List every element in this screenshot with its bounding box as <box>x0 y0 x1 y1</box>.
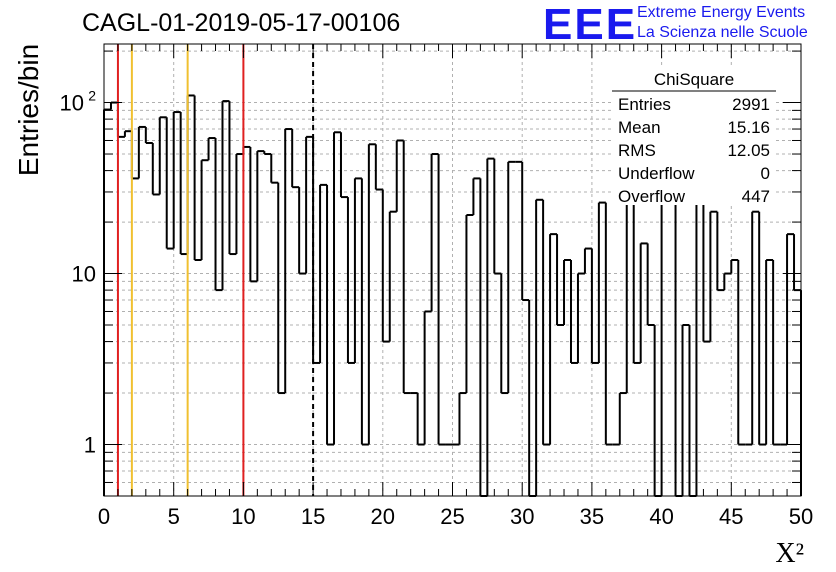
eee-logo-line1: Extreme Energy Events <box>637 4 806 21</box>
x-tick-label: 30 <box>510 504 534 529</box>
y-tick-label: 10 <box>60 91 84 116</box>
stats-row-value: 447 <box>742 187 770 206</box>
chart-title: CAGL-01-2019-05-17-00106 <box>82 9 401 37</box>
stats-row-label: Entries <box>618 95 671 114</box>
stats-box: ChiSquare Entries 2991 Mean 15.16 RMS 12.05 Und… <box>612 67 776 206</box>
x-tick-label: 40 <box>649 504 673 529</box>
x-tick-label: 0 <box>98 504 110 529</box>
histogram <box>103 94 802 497</box>
x-tick-label: 35 <box>580 504 604 529</box>
stats-row-value: 0 <box>761 164 770 183</box>
stats-row-value: 12.05 <box>727 141 770 160</box>
stats-row-value: 15.16 <box>727 118 770 137</box>
eee-logo-mark: EEE <box>543 0 638 49</box>
x-tick-label: 45 <box>719 504 743 529</box>
y-tick-label: 1 <box>84 433 96 458</box>
stats-row-value: 2991 <box>732 95 770 114</box>
stats-row-label: Overflow <box>618 187 686 206</box>
x-tick-label: 15 <box>301 504 325 529</box>
stats-row-label: Underflow <box>618 164 695 183</box>
x-tick-label: 10 <box>231 504 255 529</box>
x-tick-label: 5 <box>168 504 180 529</box>
x-axis-label: X² <box>775 538 804 569</box>
x-tick-label: 50 <box>789 504 813 529</box>
eee-logo: EEE Extreme Energy Events La Scienza nel… <box>543 0 833 49</box>
stats-box-title: ChiSquare <box>654 70 734 89</box>
stats-box-background <box>612 67 776 205</box>
y-tick-exponent: 2 <box>88 88 96 104</box>
x-tick-label: 20 <box>371 504 395 529</box>
reference-lines <box>116 44 315 496</box>
x-tick-label: 25 <box>440 504 464 529</box>
eee-logo-line2: La Scienza nelle Scuole <box>637 24 808 41</box>
y-tick-label: 10 <box>72 262 96 287</box>
stats-row-label: Mean <box>618 118 661 137</box>
y-axis-label: Entries/bin <box>13 44 44 176</box>
stats-row-label: RMS <box>618 141 656 160</box>
